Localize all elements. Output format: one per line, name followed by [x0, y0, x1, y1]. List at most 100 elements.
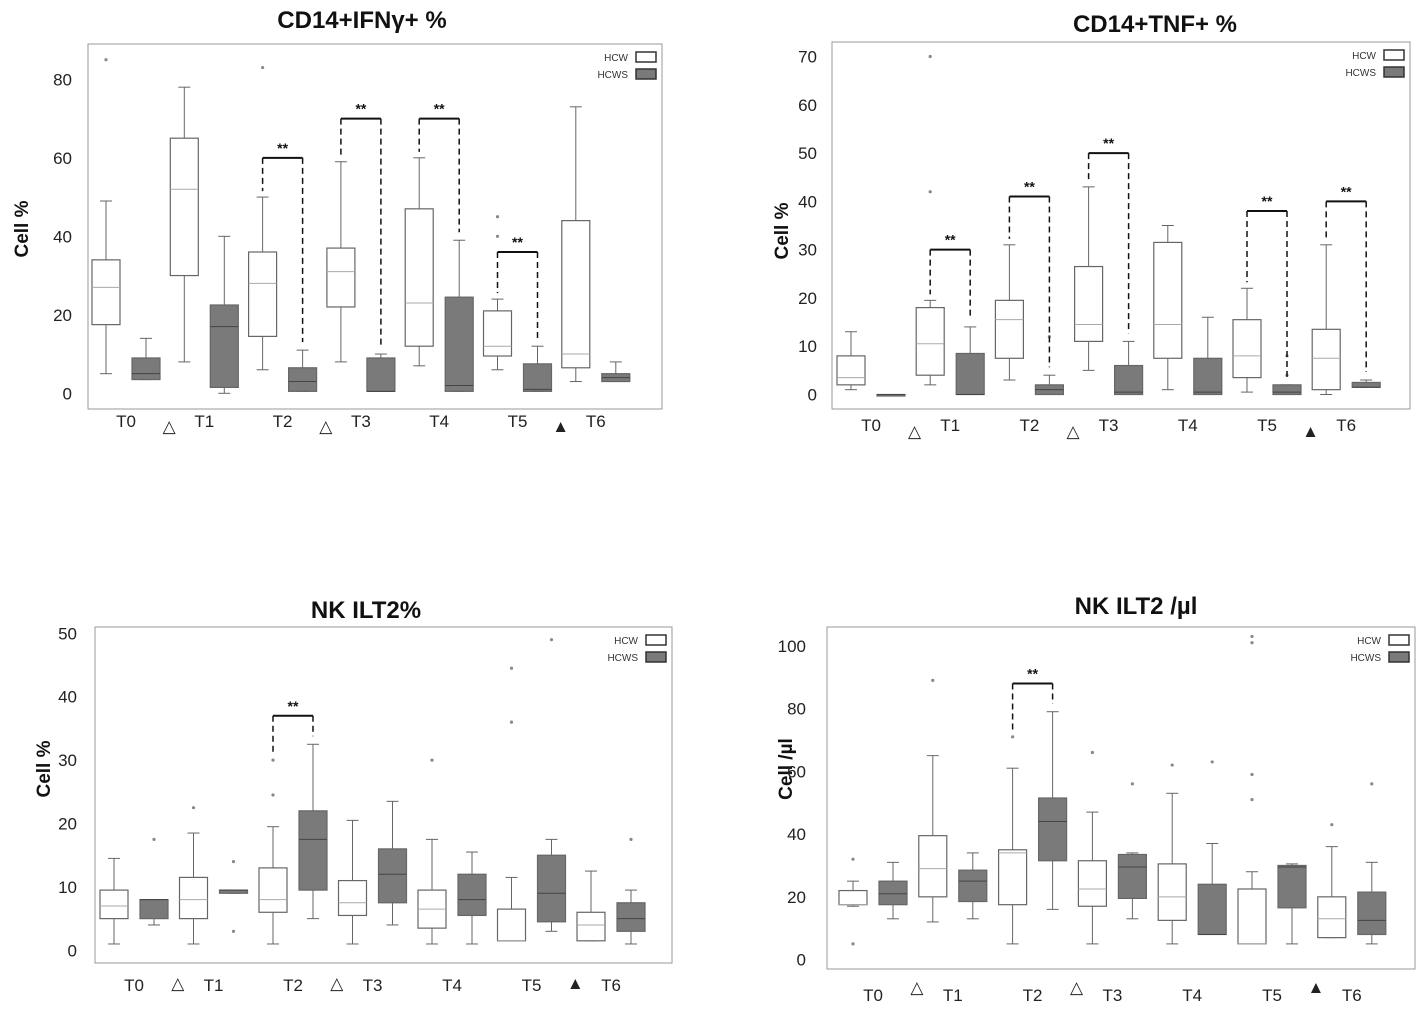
hcw-outlier: [509, 666, 514, 670]
chart-panel-cd14-ifng: CD14+IFNγ+ % Cell % 0 20 40 60 80 T0 T1 T2 T3 T4 T5 T…: [12, 7, 663, 436]
hcws-box: [616, 902, 646, 932]
significance-label: **: [1341, 183, 1352, 199]
hcw-outlier: [271, 758, 275, 762]
hcw-outlier: [1330, 823, 1334, 827]
open-triangle-marker: △: [171, 974, 185, 993]
y-axis-label: Cell %: [12, 200, 33, 257]
y-tick-label: 50: [58, 624, 77, 643]
hcws-outlier: [1210, 760, 1214, 764]
hcw-outlier: [1250, 772, 1254, 777]
significance-label: **: [1027, 665, 1038, 681]
hcws-outlier: [629, 837, 633, 841]
x-tick-label: T0: [124, 976, 144, 995]
x-tick-label: T4: [442, 976, 462, 995]
x-tick-label: T2: [283, 976, 303, 995]
hcw-box: [994, 299, 1025, 359]
legend-hcws-label: HCWS: [597, 70, 628, 81]
hcws-outlier: [231, 859, 236, 864]
legend-hcw-swatch: [635, 51, 657, 63]
legend-hcws-label: HCWS: [607, 653, 638, 664]
hcw-outlier: [1250, 634, 1254, 639]
legend-hcws-swatch: [635, 68, 657, 80]
x-tick-label: T0: [861, 416, 881, 435]
filled-triangle-marker: ▲: [567, 974, 584, 993]
plot-frame: [87, 43, 663, 410]
chart-panel-nk-ilt2-percent: NK ILT2% Cell % 0 10 20 30 40 50 T0 T1 T2 T3 T4 T5 T6 △…: [34, 597, 673, 995]
hcw-box: [836, 355, 866, 386]
legend-hcw-label: HCW: [604, 53, 628, 64]
x-tick-label: T2: [273, 412, 293, 431]
x-tick-label: T5: [1262, 986, 1282, 1005]
hcws-outlier: [231, 929, 236, 933]
hcw-box: [169, 137, 199, 277]
hcw-box: [1317, 896, 1347, 939]
y-tick-label: 20: [787, 888, 806, 907]
filled-triangle-marker: ▲: [1302, 422, 1319, 441]
legend-hcw-swatch: [645, 634, 667, 646]
x-tick-label: T0: [863, 986, 883, 1005]
y-axis-label: Cell %: [34, 740, 55, 797]
significance-label: **: [355, 101, 366, 117]
significance-label: **: [288, 698, 299, 714]
y-tick-label: 80: [787, 700, 806, 719]
significance-label: **: [945, 232, 956, 248]
hcw-outlier: [928, 190, 932, 194]
y-tick-label: 40: [53, 227, 72, 246]
y-tick-label: 60: [798, 96, 817, 115]
chart-title: NK ILT2%: [311, 597, 421, 624]
legend-hcw-label: HCW: [1357, 636, 1381, 647]
hcw-outlier: [928, 54, 932, 59]
x-tick-label: T1: [943, 986, 963, 1005]
hcws-box: [209, 304, 239, 389]
y-tick-label: 50: [798, 144, 817, 163]
x-tick-label: T5: [522, 976, 542, 995]
hcws-outlier: [549, 638, 554, 642]
y-tick-label: 10: [58, 878, 77, 897]
hcw-box: [1311, 328, 1341, 391]
hcw-box: [918, 835, 948, 898]
hcw-box: [91, 259, 121, 326]
chart-title: CD14+IFNγ+ %: [277, 7, 446, 34]
hcw-box: [1153, 241, 1183, 359]
hcw-outlier: [261, 65, 265, 70]
y-tick-label: 100: [778, 637, 806, 656]
y-tick-label: 40: [798, 192, 817, 211]
x-tick-label: T4: [1178, 416, 1198, 435]
plot-frame: [826, 626, 1416, 970]
filled-triangle-marker: ▲: [552, 417, 569, 436]
hcw-outlier: [1090, 750, 1094, 755]
x-tick-label: T4: [1182, 986, 1202, 1005]
open-triangle-marker: △: [330, 974, 344, 993]
y-tick-label: 0: [797, 951, 806, 970]
significance-label: **: [1103, 135, 1114, 151]
hcw-box: [1157, 863, 1187, 921]
hcw-box: [326, 247, 356, 308]
hcw-box: [1077, 860, 1108, 907]
x-tick-label: T6: [601, 976, 621, 995]
hcw-box: [915, 306, 945, 376]
legend-hcws-swatch: [1388, 651, 1410, 663]
legend-hcw-swatch: [1388, 634, 1410, 646]
hcws-box: [288, 367, 318, 392]
hcw-outlier: [509, 720, 514, 724]
hcw-box: [178, 876, 209, 920]
y-tick-label: 60: [787, 762, 806, 781]
x-tick-label: T3: [1099, 416, 1119, 435]
hcws-box: [1272, 384, 1302, 396]
y-tick-label: 10: [798, 337, 817, 356]
hcw-box: [404, 208, 434, 347]
significance-label: **: [512, 234, 523, 250]
hcws-box: [1357, 891, 1387, 936]
hcws-box: [1117, 853, 1148, 900]
hcws-box: [522, 363, 553, 392]
y-tick-label: 0: [63, 384, 72, 403]
plot-frame: [831, 41, 1411, 410]
x-tick-label: T1: [940, 416, 960, 435]
hcw-outlier: [495, 215, 500, 219]
open-triangle-marker: △: [319, 417, 333, 436]
hcw-outlier: [1170, 763, 1174, 767]
legend-hcws-swatch: [645, 651, 667, 663]
open-triangle-marker: △: [1070, 978, 1084, 997]
x-tick-label: T1: [194, 412, 214, 431]
